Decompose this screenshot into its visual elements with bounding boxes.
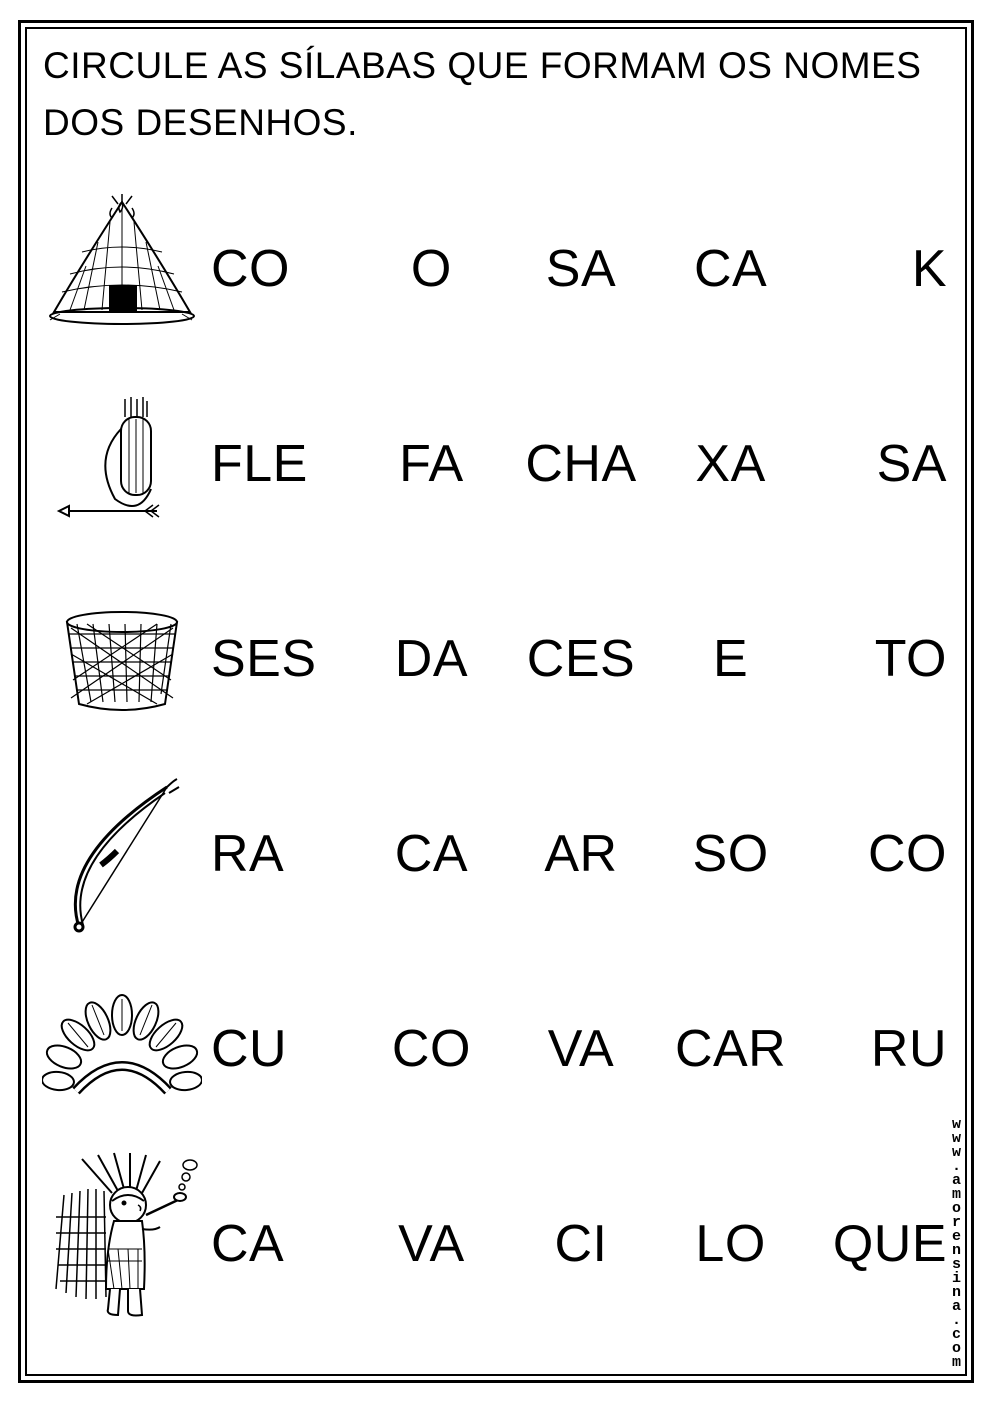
syllable[interactable]: CO (207, 239, 357, 299)
syllable[interactable]: CI (506, 1214, 656, 1274)
exercise-row: RA CA AR SO CO (37, 757, 955, 952)
exercise-row: SES DA CES E TO (37, 562, 955, 757)
syllable[interactable]: FA (357, 434, 507, 494)
bow-icon (47, 769, 197, 939)
syllable[interactable]: RA (207, 824, 357, 884)
exercise-row: CA VA CI LO QUE (37, 1147, 955, 1342)
syllable[interactable]: CA (656, 239, 806, 299)
syllable[interactable]: LO (656, 1214, 806, 1274)
syllable[interactable]: CAR (656, 1019, 806, 1079)
syllable[interactable]: CU (207, 1019, 357, 1079)
syllable-row: FLE FA CHA XA SA (207, 434, 955, 494)
syllable[interactable]: RU (805, 1019, 955, 1079)
syllable-row: CO O SA CA K (207, 239, 955, 299)
syllable-row: RA CA AR SO CO (207, 824, 955, 884)
hut-icon (42, 194, 202, 344)
syllable[interactable]: SES (207, 629, 357, 689)
drawing-arrow (37, 367, 207, 562)
exercise-row: CU CO VA CAR RU (37, 952, 955, 1147)
syllable[interactable]: TO (805, 629, 955, 689)
syllable[interactable]: VA (357, 1214, 507, 1274)
syllable[interactable]: E (656, 629, 806, 689)
drawing-bow (37, 757, 207, 952)
syllable[interactable]: CO (805, 824, 955, 884)
syllable[interactable]: SO (656, 824, 806, 884)
syllable[interactable]: QUE (805, 1214, 955, 1274)
worksheet-page: CIRCULE AS SÍLABAS QUE FORMAM OS NOMES D… (0, 0, 992, 1403)
instruction-text: CIRCULE AS SÍLABAS QUE FORMAM OS NOMES D… (37, 37, 955, 152)
syllable[interactable]: AR (506, 824, 656, 884)
chief-icon (42, 1149, 202, 1339)
syllable[interactable]: CO (357, 1019, 507, 1079)
arrow-icon (47, 389, 197, 539)
watermark-text: www.amorensina.com (948, 1116, 965, 1368)
headdress-icon (42, 979, 202, 1119)
exercise-rows: CO O SA CA K (37, 172, 955, 1342)
drawing-basket (37, 562, 207, 757)
syllable[interactable]: FLE (207, 434, 357, 494)
syllable[interactable]: CA (207, 1214, 357, 1274)
page-border-inner: CIRCULE AS SÍLABAS QUE FORMAM OS NOMES D… (25, 27, 967, 1376)
syllable[interactable]: DA (357, 629, 507, 689)
page-border-outer: CIRCULE AS SÍLABAS QUE FORMAM OS NOMES D… (18, 20, 974, 1383)
syllable[interactable]: K (805, 239, 955, 299)
syllable-row: CU CO VA CAR RU (207, 1019, 955, 1079)
syllable[interactable]: CHA (506, 434, 656, 494)
drawing-hut (37, 172, 207, 367)
syllable[interactable]: SA (805, 434, 955, 494)
exercise-row: FLE FA CHA XA SA (37, 367, 955, 562)
syllable-row: SES DA CES E TO (207, 629, 955, 689)
instruction-body: CIRCULE AS SÍLABAS QUE FORMAM OS NOMES D… (43, 45, 921, 143)
syllable[interactable]: VA (506, 1019, 656, 1079)
basket-icon (47, 594, 197, 724)
syllable[interactable]: CES (506, 629, 656, 689)
syllable-row: CA VA CI LO QUE (207, 1214, 955, 1274)
syllable[interactable]: O (357, 239, 507, 299)
exercise-row: CO O SA CA K (37, 172, 955, 367)
syllable[interactable]: CA (357, 824, 507, 884)
syllable[interactable]: SA (506, 239, 656, 299)
drawing-headdress (37, 952, 207, 1147)
syllable[interactable]: XA (656, 434, 806, 494)
drawing-chief (37, 1147, 207, 1342)
